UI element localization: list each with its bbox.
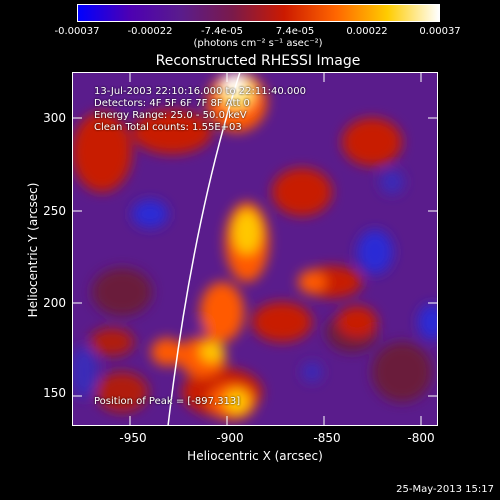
axis-ticks [72,72,438,426]
x-tick-label: -800 [407,431,435,445]
colorbar-tick-label: -0.00022 [127,26,173,37]
x-axis-label: Heliocentric X (arcsec) [187,449,323,463]
detectors-label: Detectors: 4F 5F 6F 7F 8F Att 0 [94,98,250,109]
colorbar-tick-label: -0.00037 [54,26,100,37]
y-axis-label: Heliocentric Y (arcsec) [26,182,40,318]
colorbar-tick-label: -7.4e-05 [201,26,243,37]
date-stamp: 25-May-2013 15:17 [396,484,494,495]
colorbar-units: (photons cm⁻² s⁻¹ asec⁻²) [193,38,323,49]
x-tick-label: -850 [313,431,341,445]
y-tick-label: 200 [43,296,66,310]
image-title: Reconstructed RHESSI Image [155,53,361,69]
x-tick-label: -950 [119,431,147,445]
energy-range-label: Energy Range: 25.0 - 50.0 keV [94,110,247,121]
x-tick-label: -900 [216,431,244,445]
y-tick-label: 150 [43,386,66,400]
time-range-label: 13-Jul-2003 22:10:16.000 to 22:11:40.000 [94,86,306,97]
colorbar-tick-label: 7.4e-05 [275,26,315,37]
solar-limb-line [167,72,241,426]
rhessi-image-plot [72,72,438,426]
y-tick-label: 250 [43,204,66,218]
clean-counts-label: Clean Total counts: 1.55E+03 [94,122,242,133]
colorbar [77,4,440,22]
colorbar-tick-label: 0.00037 [419,26,461,37]
plot-frame [72,72,438,426]
emission-blobs [72,72,438,420]
colorbar-tick-label: 0.00022 [346,26,388,37]
peak-position-label: Position of Peak = [-897,313] [94,396,241,407]
y-tick-label: 300 [43,111,66,125]
